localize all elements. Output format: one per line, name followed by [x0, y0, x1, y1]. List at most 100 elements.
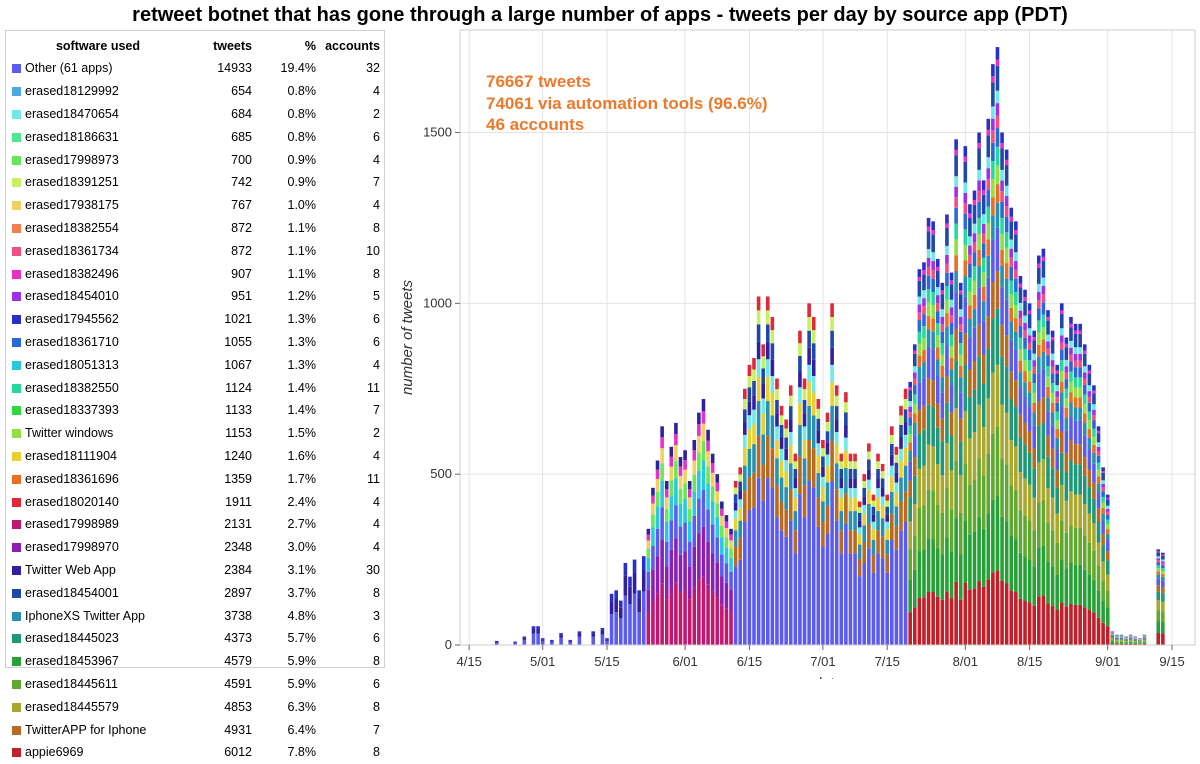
bar-segment [706, 466, 710, 483]
bar-segment [807, 406, 811, 440]
bar-segment [1101, 562, 1105, 581]
legend-swatch [12, 178, 21, 187]
legend-cell-tweets: 1124 [190, 376, 252, 399]
bar-segment [794, 469, 798, 479]
bar-segment [927, 302, 931, 315]
bar-segment [853, 461, 857, 469]
bar-segment [725, 609, 729, 645]
bar-segment [830, 440, 834, 481]
bar-segment [1055, 610, 1059, 645]
bar-segment [1060, 314, 1064, 328]
legend-cell-pct: 4.8% [252, 604, 316, 627]
bar-segment [876, 553, 880, 645]
bar-segment [867, 548, 871, 645]
bar-segment [1065, 501, 1069, 533]
bar-segment [1088, 487, 1092, 513]
bar-segment [794, 479, 798, 489]
bar-segment [973, 224, 977, 233]
bar-segment [697, 424, 701, 436]
bar-segment [954, 271, 958, 292]
bar-segment [495, 642, 499, 643]
bar-segment [913, 504, 917, 535]
bar-segment [941, 377, 945, 392]
bar [1083, 344, 1087, 645]
bar-segment [821, 547, 825, 645]
bar-segment [1009, 536, 1013, 591]
bar-segment [918, 332, 922, 344]
bar-segment [1106, 498, 1110, 500]
bar-segment [908, 387, 912, 390]
legend-label: erased17998989 [25, 517, 119, 531]
bar-segment [1065, 568, 1069, 606]
bar-segment [1019, 361, 1023, 373]
bar-segment [1074, 347, 1078, 354]
legend-cell-accounts: 8 [316, 262, 380, 285]
bar-segment [803, 400, 807, 413]
bar [876, 454, 880, 645]
bar-segment [964, 245, 968, 261]
bar-segment [1097, 442, 1101, 447]
bar-segment [743, 491, 747, 522]
bar-segment [931, 261, 935, 270]
bar-segment [1124, 640, 1128, 641]
bar-segment [1078, 324, 1082, 331]
bar-segment [1019, 338, 1023, 350]
bar-segment [821, 487, 825, 501]
bar-segment [578, 631, 582, 633]
bar-segment [954, 239, 958, 255]
bar-segment [1042, 339, 1046, 351]
bar [1051, 331, 1055, 645]
bar-segment [715, 537, 719, 563]
bar-segment [1074, 361, 1078, 368]
bar-segment [1037, 292, 1041, 300]
bar-segment [922, 350, 926, 362]
bar-segment [1065, 607, 1069, 645]
bar-segment [1037, 503, 1041, 548]
bar-segment [1133, 639, 1137, 640]
bar-segment [1129, 638, 1133, 639]
legend-cell-accounts: 6 [316, 331, 380, 354]
bar-segment [936, 335, 940, 347]
bar-segment [918, 304, 922, 312]
bar [642, 556, 646, 645]
bar-segment [876, 479, 880, 489]
bar-segment [1051, 340, 1055, 353]
bar-segment [1046, 397, 1050, 411]
bar-segment [702, 527, 706, 576]
bar-segment [794, 530, 798, 553]
bar [725, 515, 729, 645]
legend-cell-accounts: 7 [316, 171, 380, 194]
bar-segment [964, 364, 968, 411]
x-tick-label: 7/15 [875, 654, 900, 669]
bar-segment [1101, 508, 1105, 514]
bar-segment [922, 338, 926, 350]
bar-segment [853, 530, 857, 553]
bar [665, 481, 669, 645]
bar-segment [881, 464, 885, 471]
legend-cell-name: erased18391251 [6, 171, 190, 194]
x-tick-label: 6/15 [737, 654, 762, 669]
bar-segment [973, 588, 977, 645]
bar-segment [908, 549, 912, 579]
bar-segment [931, 349, 935, 380]
bar-segment [1009, 281, 1013, 295]
bar-segment [1032, 360, 1036, 367]
bar-segment [991, 197, 995, 215]
bar-segment [867, 470, 871, 480]
bar-segment [1051, 449, 1055, 469]
bar-segment [1115, 641, 1119, 642]
legend-cell-tweets: 685 [190, 125, 252, 148]
bar-segment [619, 601, 623, 608]
bar-segment [651, 546, 655, 570]
legend-cell-name: erased18382496 [6, 262, 190, 285]
bar-segment [977, 458, 981, 517]
legend-cell-tweets: 767 [190, 194, 252, 217]
bar-segment [954, 224, 958, 240]
bar-segment [899, 449, 903, 461]
bar-segment [922, 290, 926, 298]
bar [647, 529, 651, 645]
legend-cell-tweets: 4853 [190, 695, 252, 718]
